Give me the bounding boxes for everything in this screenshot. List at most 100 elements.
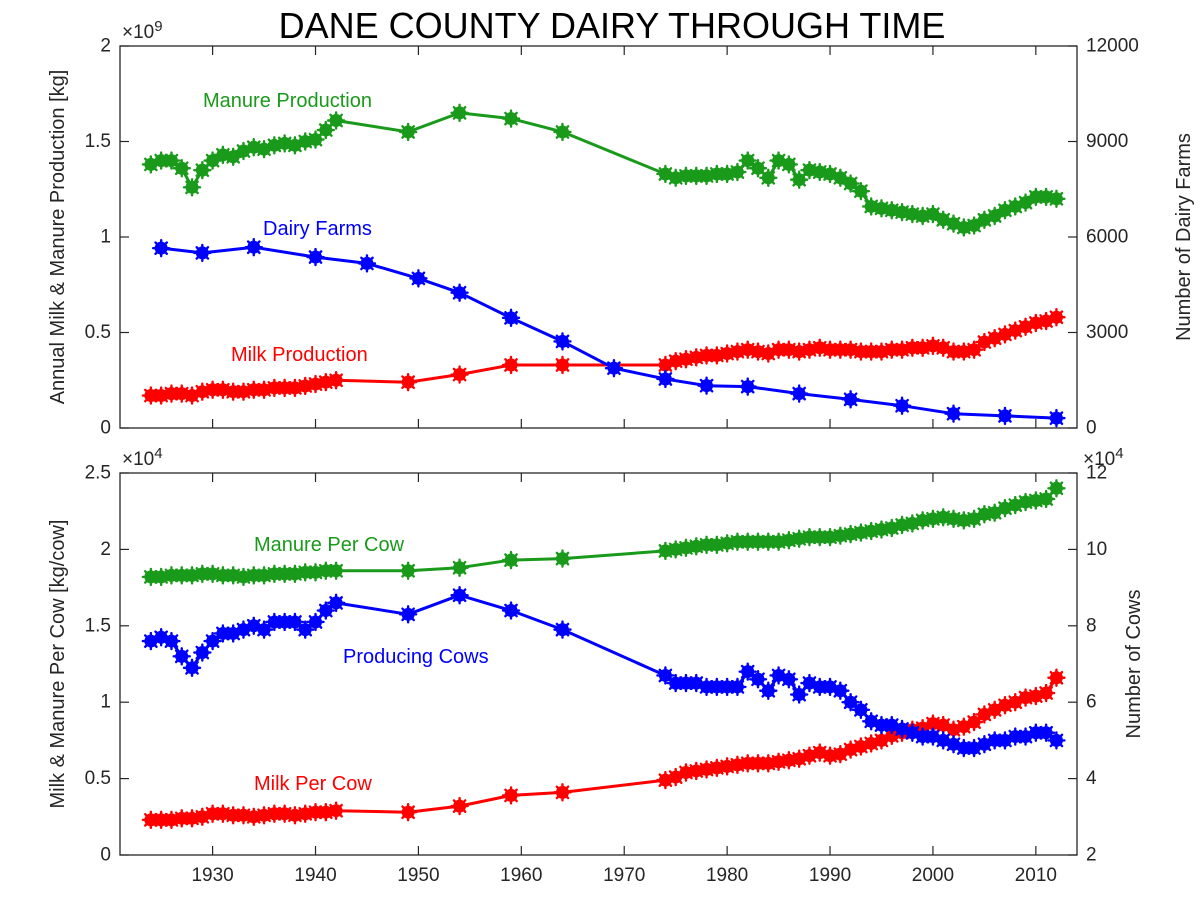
manure-per-cow-point	[779, 531, 799, 550]
manure-production-point	[306, 130, 325, 149]
milk-per-cow-point	[831, 744, 850, 764]
manure-production-point	[223, 147, 243, 166]
manure-per-cow-point	[964, 509, 984, 529]
right-axis-multiplier: ×104	[1083, 445, 1124, 470]
left-tick-label: 1.5	[85, 615, 111, 636]
manure-per-cow-point	[903, 514, 922, 533]
manure-production-point	[501, 109, 521, 128]
producing-cows-point	[1047, 731, 1066, 750]
right-axis-label: Number of Dairy Farms	[1173, 133, 1195, 341]
dairy-farms-point	[409, 269, 428, 288]
milk-per-cow-point	[985, 700, 1004, 720]
right-tick-label: 8	[1086, 615, 1097, 636]
manure-per-cow-point	[1026, 491, 1046, 510]
milk-production-point	[810, 338, 829, 357]
milk-per-cow-annotation: Milk Per Cow	[254, 773, 372, 795]
manure-per-cow-point	[944, 509, 963, 529]
dairy-farms-point	[841, 390, 860, 409]
producing-cows-point	[728, 677, 747, 697]
milk-production-point	[1036, 311, 1056, 331]
left-axis-multiplier: ×109	[122, 18, 163, 43]
dairy-farms-point	[604, 358, 624, 378]
producing-cows-point	[450, 586, 469, 605]
x-tick-label: 2000	[912, 865, 954, 886]
right-tick-label: 2	[1086, 845, 1097, 866]
manure-production-point	[779, 155, 799, 174]
producing-cows-point	[316, 601, 336, 620]
dairy-farms-point	[892, 396, 912, 415]
manure-per-cow-point	[810, 527, 829, 547]
dairy-farms-point	[501, 308, 521, 328]
producing-cows-point	[964, 738, 984, 758]
milk-per-cow-point	[501, 786, 521, 805]
producing-cows-point	[985, 731, 1004, 750]
manure-production-point	[326, 111, 346, 130]
milk-per-cow-point	[656, 770, 675, 790]
manure-production-annotation: Manure Production	[203, 90, 372, 112]
producing-cows-point	[810, 677, 829, 697]
producing-cows-annotation: Producing Cows	[343, 646, 489, 668]
milk-production-point	[964, 340, 984, 359]
left-tick-label: 0	[100, 418, 111, 439]
bottom-axes-box	[119, 472, 1078, 856]
producing-cows-point	[831, 681, 850, 700]
milk-per-cow-point	[841, 740, 860, 759]
right-axis-label: Number of Cows	[1123, 590, 1145, 739]
dairy-farms-point	[697, 376, 716, 395]
milk-per-cow-point	[1036, 683, 1056, 703]
manure-per-cow-point	[296, 563, 315, 582]
milk-production-point	[213, 380, 233, 399]
dairy-farms-point	[244, 237, 263, 257]
manure-production-point	[265, 136, 284, 155]
right-tick-label: 9000	[1086, 131, 1128, 152]
manure-production-point	[800, 160, 819, 180]
milk-production-point	[779, 340, 799, 359]
right-tick-label: 3000	[1086, 322, 1128, 343]
milk-per-cow-point	[697, 760, 716, 779]
dairy-farms-point	[306, 247, 325, 267]
x-tick-label: 1930	[191, 865, 233, 886]
manure-production-point	[728, 162, 747, 182]
milk-production-point	[316, 372, 336, 392]
milk-production-point	[553, 355, 572, 375]
milk-per-cow-point	[820, 746, 840, 765]
manure-production-point	[676, 166, 696, 186]
producing-cows-point	[1036, 723, 1056, 742]
manure-production-point	[913, 206, 932, 226]
left-tick-label: 0.5	[85, 768, 111, 789]
right-tick-label: 6	[1086, 692, 1097, 713]
manure-per-cow-point	[1036, 489, 1056, 509]
milk-per-cow-point	[162, 810, 181, 830]
right-tick-label: 0	[1086, 418, 1097, 439]
milk-production-point	[450, 365, 469, 384]
manure-per-cow-point	[162, 566, 181, 585]
manure-production-point	[738, 151, 757, 170]
manure-per-cow-point	[975, 505, 994, 524]
milk-per-cow-point	[861, 734, 881, 753]
manure-production-point	[697, 166, 716, 186]
milk-per-cow-point	[1047, 668, 1066, 687]
milk-per-cow-line	[150, 676, 1058, 822]
left-tick-label: 1.5	[85, 131, 111, 152]
manure-per-cow-point	[223, 566, 243, 585]
top-panel: 0 0.5 1 1.5 2 0 3000 6000 9000 12000 ×109 Annual Mi…	[47, 18, 1195, 439]
manure-per-cow-point	[851, 523, 871, 542]
producing-cows-point	[913, 727, 932, 746]
dairy-farms-point	[357, 254, 377, 273]
producing-cows-point	[254, 620, 274, 639]
producing-cows-point	[285, 612, 305, 632]
manure-production-point	[1036, 187, 1056, 207]
milk-per-cow-point	[872, 731, 891, 750]
milk-per-cow-point	[450, 796, 469, 816]
left-tick-label: 0.5	[85, 322, 111, 343]
producing-cows-point	[296, 620, 315, 639]
producing-cows-series	[141, 586, 1066, 758]
manure-per-cow-point	[934, 508, 953, 527]
dairy-farms-annotation: Dairy Farms	[263, 218, 372, 240]
manure-production-point	[450, 103, 469, 123]
producing-cows-point	[182, 658, 202, 678]
manure-per-cow-point	[450, 558, 469, 577]
dairy-farms-series	[151, 237, 1066, 428]
left-axis-multiplier: ×104	[122, 445, 163, 470]
